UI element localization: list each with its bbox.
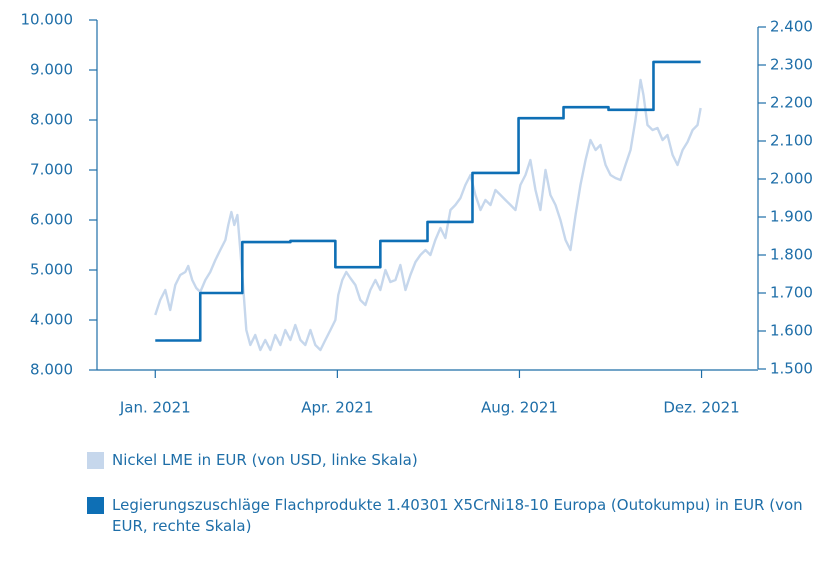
y2-tick-label: 2.000 bbox=[770, 170, 813, 188]
y2-tick-label: 2.400 bbox=[770, 18, 813, 36]
legend-label: Legierungszuschläge Flachprodukte 1.4030… bbox=[112, 496, 803, 535]
y2-tick-label: 2.100 bbox=[770, 132, 813, 150]
y2-tick-label: 1.800 bbox=[770, 246, 813, 264]
y-tick-label: 6.000 bbox=[30, 211, 73, 229]
y-tick-label: 9.000 bbox=[30, 61, 73, 79]
x-tick-label: Apr. 2021 bbox=[301, 399, 373, 417]
series-line bbox=[154, 78, 702, 352]
y-tick-label: 5.000 bbox=[30, 261, 73, 279]
legend: Nickel LME in EUR (von USD, linke Skala)… bbox=[87, 450, 807, 561]
y2-tick-label: 1.900 bbox=[770, 208, 813, 226]
legend-swatch bbox=[87, 497, 104, 514]
series-line bbox=[155, 60, 701, 342]
y-tick-label: 8.000 bbox=[30, 361, 73, 379]
legend-swatch bbox=[87, 452, 104, 469]
page: {"chart_data": {"type": "line", "xlim": … bbox=[20, 10, 813, 535]
y-tick-label: 4.000 bbox=[30, 311, 73, 329]
legend-item: Nickel LME in EUR (von USD, linke Skala) bbox=[87, 450, 807, 471]
y-tick-label: 7.000 bbox=[30, 161, 73, 179]
y2-tick-label: 1.500 bbox=[770, 360, 813, 378]
y-tick-label: 8.000 bbox=[30, 111, 73, 129]
x-tick-label: Aug. 2021 bbox=[481, 399, 558, 417]
y2-tick-label: 1.700 bbox=[770, 284, 813, 302]
x-tick-label: Jan. 2021 bbox=[119, 399, 191, 417]
y2-tick-label: 2.200 bbox=[770, 94, 813, 112]
chart: 8.000 4.000 5.000 6.000 7.000 8.000 9.000 10.00… bbox=[21, 11, 813, 417]
y-tick-label: 10.000 bbox=[21, 11, 74, 29]
x-tick-label: Dez. 2021 bbox=[663, 399, 739, 417]
y2-tick-label: 1.600 bbox=[770, 322, 813, 340]
legend-label: Nickel LME in EUR (von USD, linke Skala) bbox=[112, 451, 418, 469]
legend-item: Legierungszuschläge Flachprodukte 1.4030… bbox=[87, 495, 807, 537]
y2-tick-label: 2.300 bbox=[770, 56, 813, 74]
